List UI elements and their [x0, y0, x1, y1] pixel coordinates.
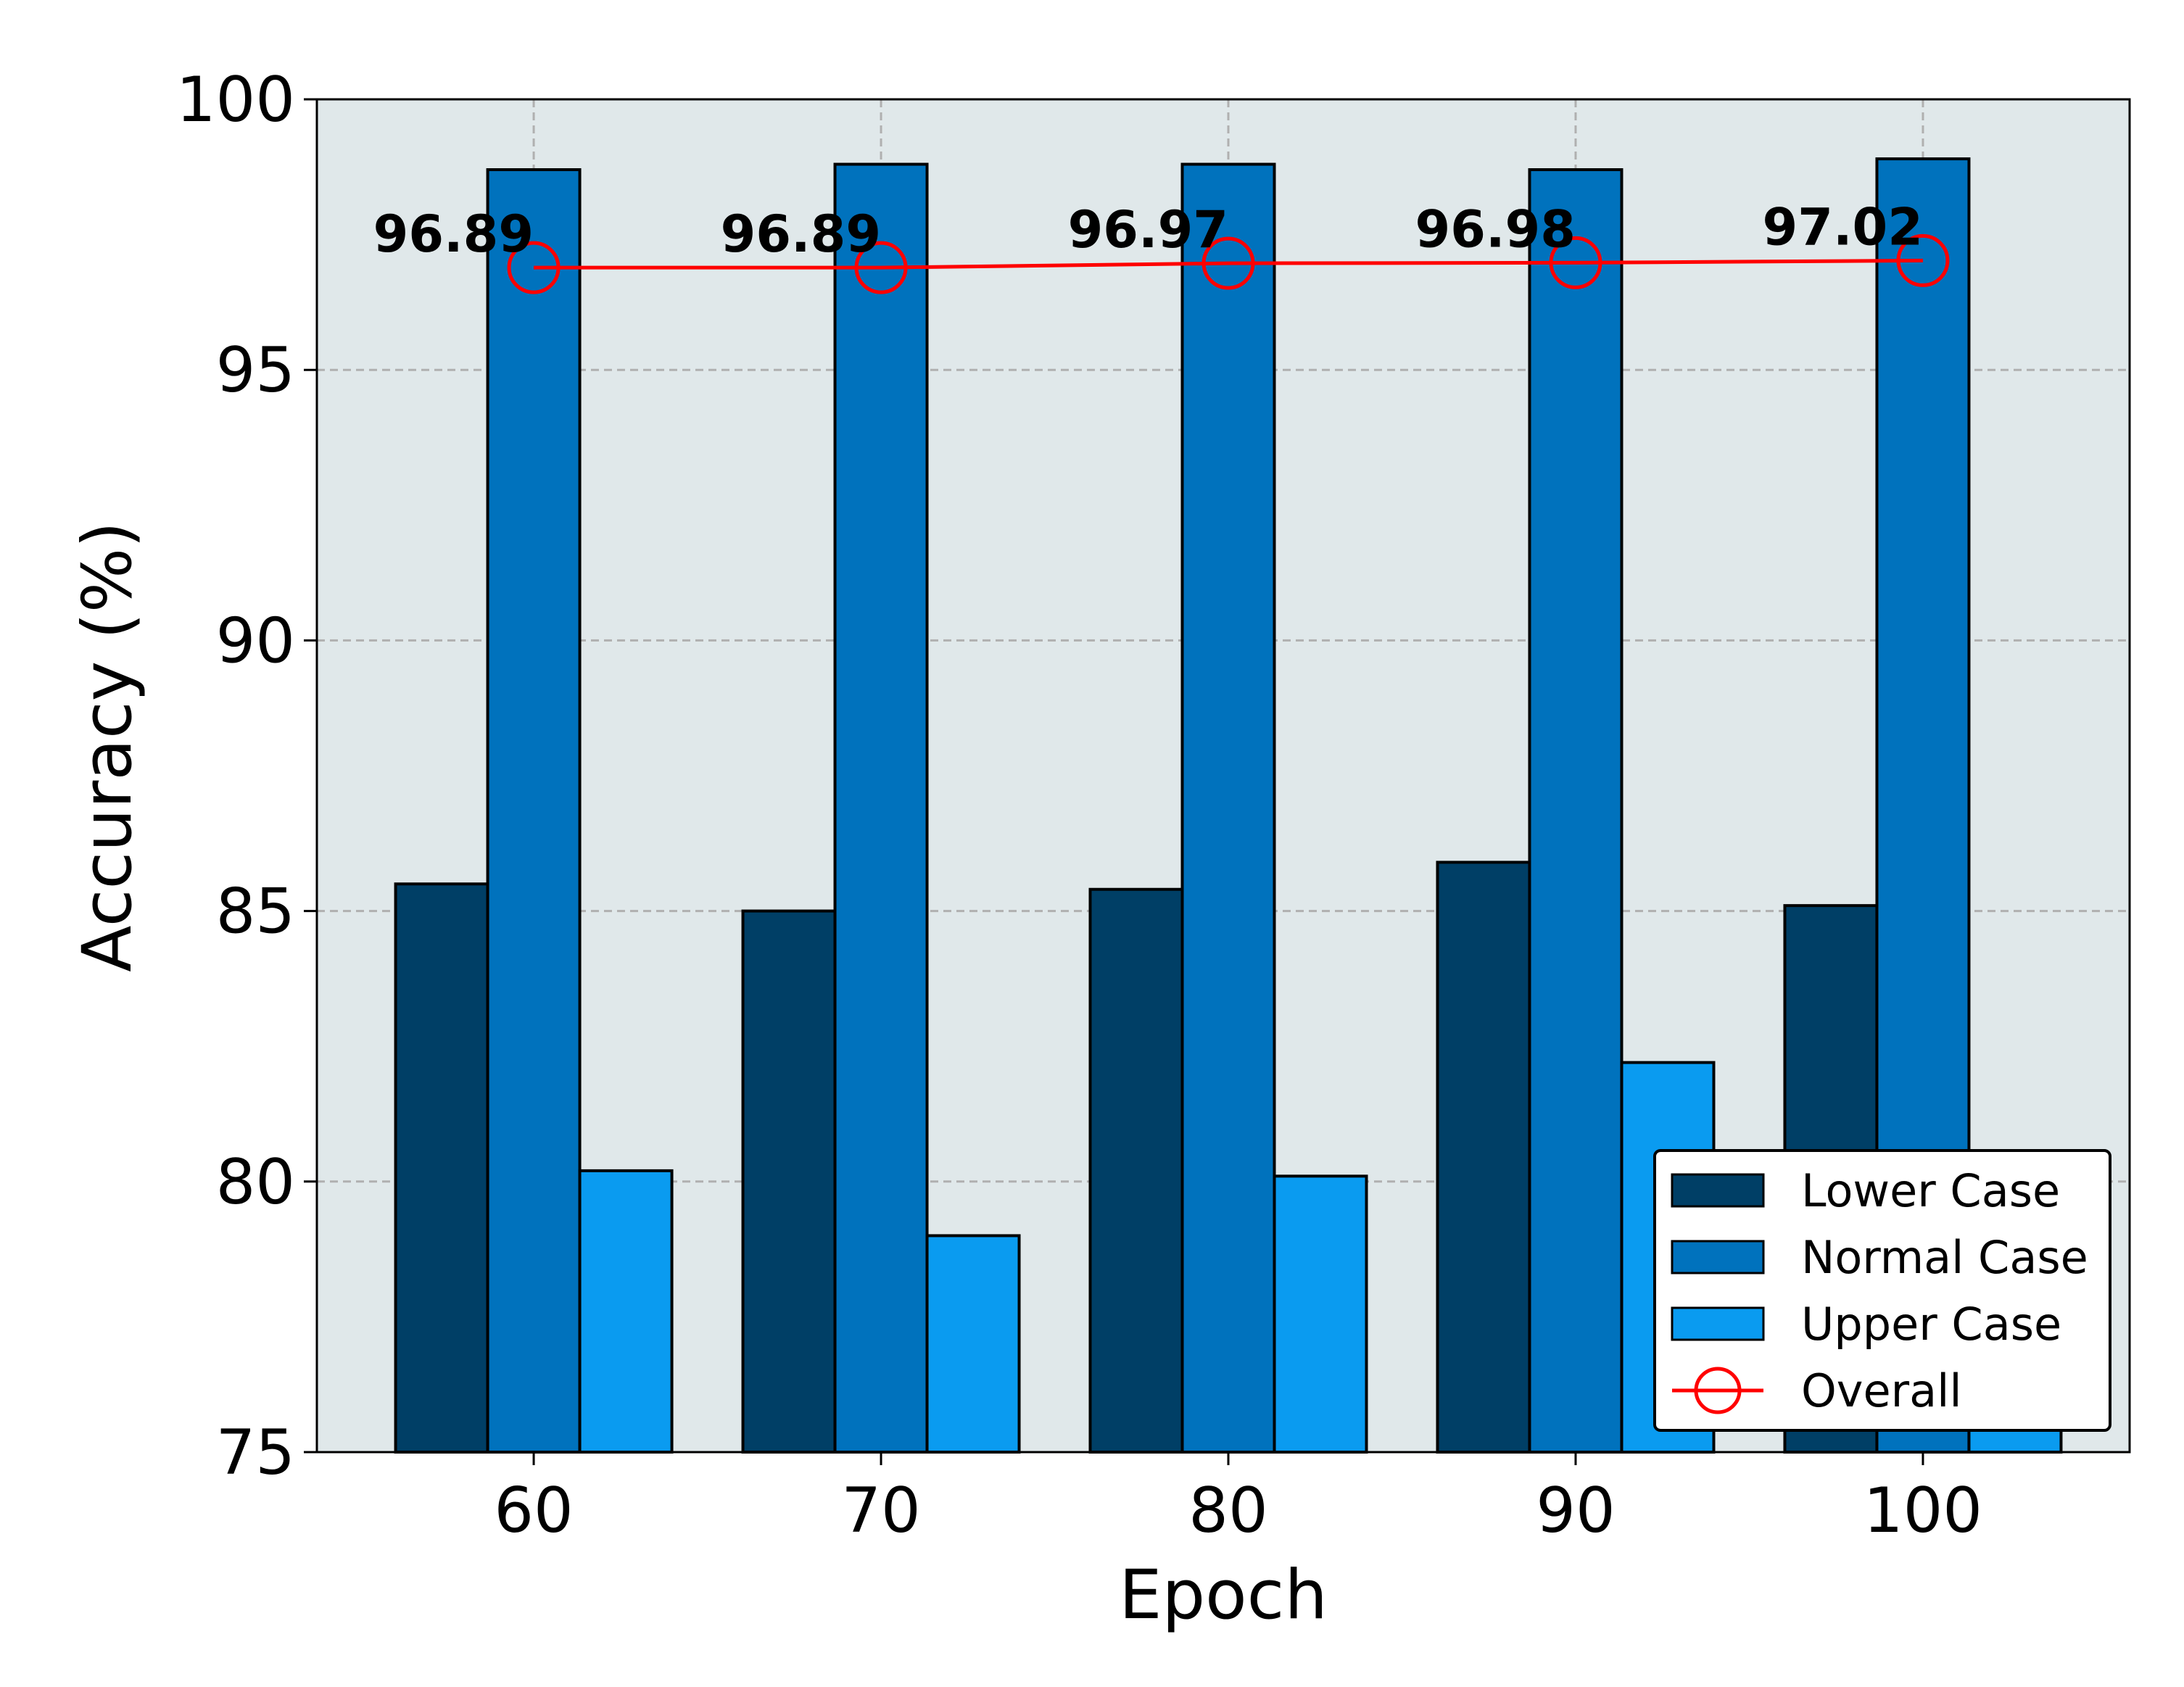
- plot-frame: [315, 98, 2131, 1454]
- overall-marker: [507, 241, 561, 294]
- overall-marker: [854, 241, 908, 294]
- overall-marker: [1201, 236, 1255, 290]
- overall-value-label: 96.89: [721, 204, 881, 264]
- bar-normal-case: [1528, 168, 1623, 1454]
- legend-marker-swatch: [1694, 1367, 1742, 1414]
- overall-marker: [1549, 236, 1602, 289]
- overall-value-label: 96.89: [373, 204, 534, 264]
- bars: [394, 157, 2063, 1454]
- y-tick-label: 80: [216, 1146, 295, 1219]
- legend-label: Overall: [1801, 1364, 1962, 1417]
- y-tick-label: 75: [216, 1417, 295, 1489]
- bar-upper-case: [925, 1234, 1021, 1454]
- data-labels: 96.89 96.89 96.97 96.98 97.02: [373, 197, 1923, 264]
- overall-line: [507, 233, 1950, 294]
- y-tick-label: 85: [216, 876, 295, 948]
- overall-value-label: 96.97: [1068, 200, 1228, 260]
- overall-value-label: 97.02: [1763, 197, 1923, 257]
- legend: Lower Case Normal Case Upper Case Overall: [1653, 1149, 2111, 1432]
- bar-normal-case: [833, 162, 929, 1454]
- x-tick-label: 80: [1188, 1475, 1267, 1547]
- bar-upper-case: [578, 1169, 674, 1454]
- bar-lower-case: [1436, 861, 1531, 1454]
- bar-lower-case: [741, 909, 837, 1454]
- legend-swatch: [1671, 1173, 1765, 1208]
- x-tick-label: 100: [1864, 1475, 1982, 1547]
- y-axis-label: Accuracy (%): [68, 521, 147, 972]
- bar-normal-case: [486, 168, 582, 1454]
- legend-swatch: [1671, 1240, 1765, 1274]
- legend-swatch: [1671, 1306, 1765, 1341]
- legend-label: Lower Case: [1801, 1164, 2060, 1217]
- overall-line-path: [534, 258, 1923, 270]
- x-tick-label: 90: [1536, 1475, 1615, 1547]
- legend-label: Upper Case: [1801, 1298, 2061, 1351]
- overall-marker: [1896, 233, 1950, 287]
- bar-lower-case: [394, 882, 489, 1454]
- y-tick-label: 90: [216, 605, 295, 677]
- bar-upper-case: [1273, 1174, 1368, 1454]
- overall-value-label: 96.98: [1415, 199, 1576, 259]
- axes: 75 80 85 90 95 100 60 70 80 90 100: [176, 64, 1982, 1547]
- y-tick-label: 100: [176, 64, 295, 136]
- x-axis-label: Epoch: [1119, 1556, 1328, 1635]
- x-tick-label: 70: [841, 1475, 920, 1547]
- y-tick-label: 95: [216, 334, 295, 407]
- bar-normal-case: [1180, 162, 1276, 1454]
- bar-lower-case: [1088, 887, 1184, 1454]
- legend-box: [1653, 1149, 2111, 1432]
- legend-label: Normal Case: [1801, 1231, 2088, 1284]
- x-tick-label: 60: [494, 1475, 573, 1547]
